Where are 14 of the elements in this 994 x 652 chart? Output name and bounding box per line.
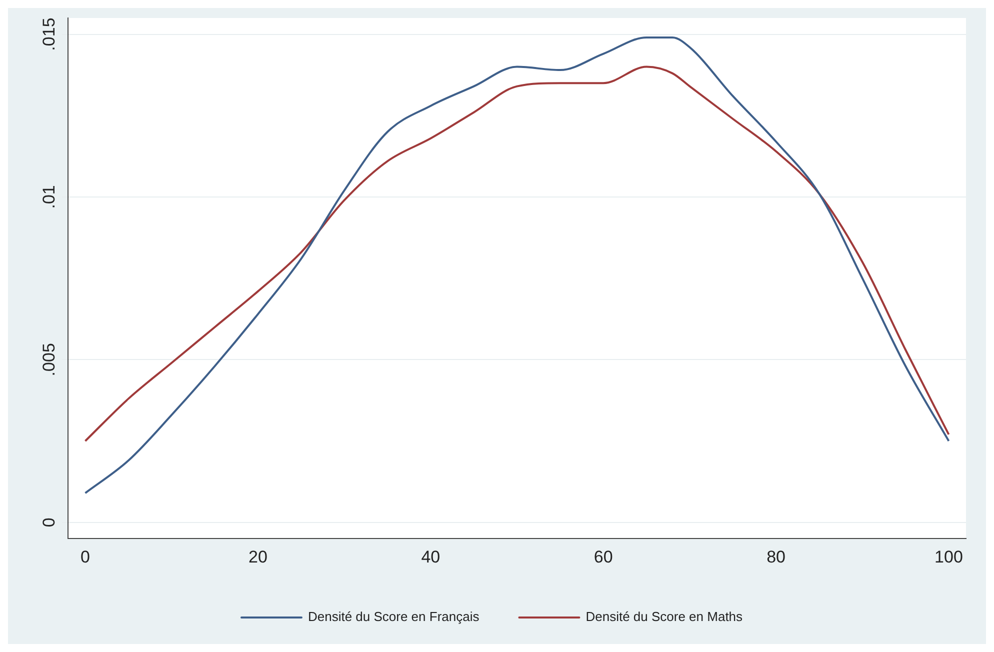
x-tick-label: 100 <box>934 547 963 566</box>
line-series <box>84 36 950 494</box>
line-series <box>84 66 950 442</box>
x-tick-label: 80 <box>766 547 786 566</box>
legend-label: Densité du Score en Français <box>308 609 480 624</box>
x-tick-label: 40 <box>421 547 440 566</box>
legend-label: Densité du Score en Maths <box>586 609 744 624</box>
y-tick-label: 0 <box>40 518 59 528</box>
x-tick-label: 0 <box>80 547 90 566</box>
x-tick-label: 20 <box>248 547 268 566</box>
y-tick-label: .015 <box>40 18 59 51</box>
y-tick-label: .005 <box>40 343 59 376</box>
y-tick-label: .01 <box>40 185 59 209</box>
x-tick-label: 60 <box>594 547 613 566</box>
